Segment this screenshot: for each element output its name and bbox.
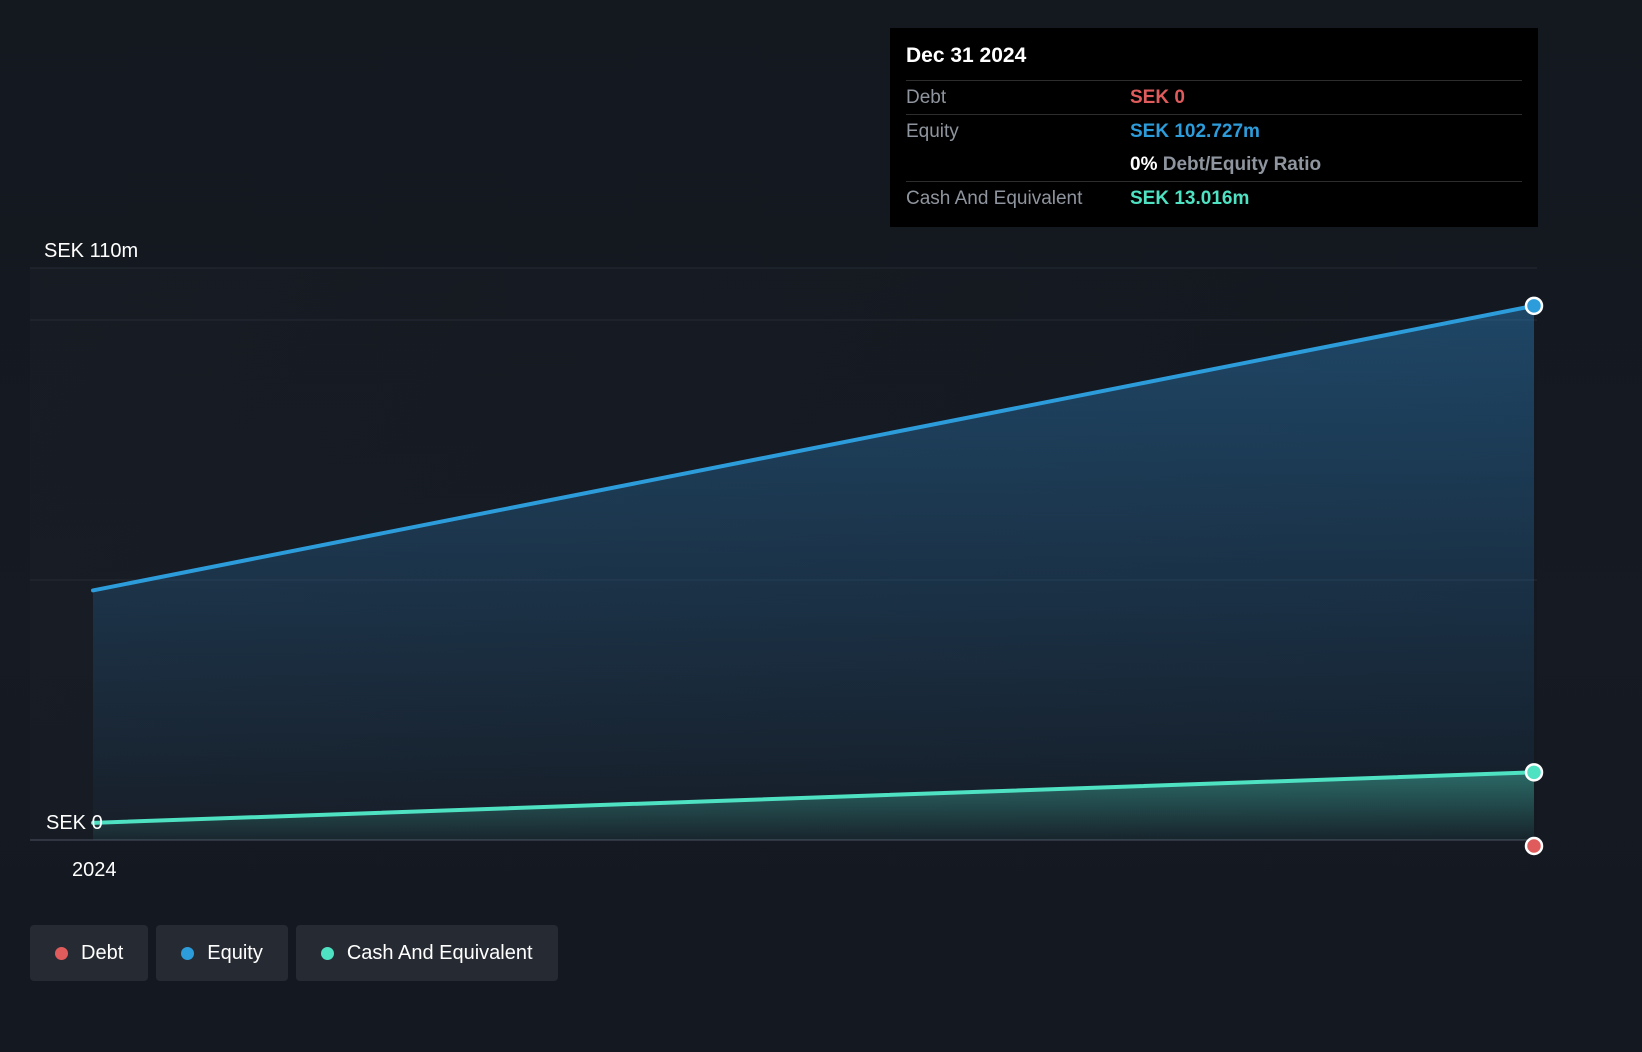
tooltip-ratio-value: 0% Debt/Equity Ratio	[1130, 154, 1321, 176]
tooltip-cash-label: Cash And Equivalent	[906, 187, 1083, 209]
legend-item-equity[interactable]: Equity	[156, 925, 288, 981]
legend-item-debt[interactable]: Debt	[30, 925, 149, 981]
tooltip-debt-label: Debt	[906, 86, 947, 108]
y-axis-label-top: SEK 110m	[44, 240, 139, 262]
legend: Debt Equity Cash And Equivalent	[30, 925, 558, 981]
equity-endpoint-marker	[1524, 296, 1544, 316]
tooltip-row-equity: Equity SEK 102.727m	[906, 114, 1522, 148]
tooltip-date: Dec 31 2024	[906, 44, 1027, 67]
tooltip-debt-value: SEK 0	[1130, 86, 1185, 108]
legend-label-equity: Equity	[207, 941, 263, 964]
tooltip-equity-value: SEK 102.727m	[1130, 120, 1260, 142]
tooltip-ratio-text: Debt/Equity Ratio	[1157, 153, 1322, 175]
cash-legend-dot-icon	[320, 946, 334, 960]
legend-label-cash: Cash And Equivalent	[346, 941, 533, 964]
chart-tooltip: Dec 31 2024 Debt SEK 0 Equity SEK 102.72…	[890, 28, 1538, 227]
tooltip-equity-label: Equity	[906, 120, 959, 142]
tooltip-row-cash: Cash And Equivalent SEK 13.016m	[906, 181, 1522, 215]
cash-line	[91, 770, 1536, 825]
equity-legend-dot-icon	[181, 946, 195, 960]
tooltip-row-ratio: 0% Debt/Equity Ratio	[906, 148, 1522, 181]
equity-line	[91, 303, 1536, 593]
equity-area	[93, 305, 1534, 841]
tooltip-row-debt: Debt SEK 0	[906, 80, 1522, 114]
legend-label-debt: Debt	[81, 941, 124, 964]
tooltip-ratio-percent: 0%	[1130, 153, 1158, 175]
y-axis-label-zero: SEK 0	[46, 812, 103, 834]
cash-area	[93, 772, 1534, 840]
debt-legend-dot-icon	[55, 946, 68, 960]
cash-endpoint-marker	[1524, 763, 1544, 782]
tooltip-cash-value: SEK 13.016m	[1130, 187, 1250, 209]
debt-endpoint-marker	[1524, 836, 1544, 856]
x-axis-label-2024: 2024	[72, 859, 117, 881]
legend-item-cash[interactable]: Cash And Equivalent	[295, 925, 558, 981]
